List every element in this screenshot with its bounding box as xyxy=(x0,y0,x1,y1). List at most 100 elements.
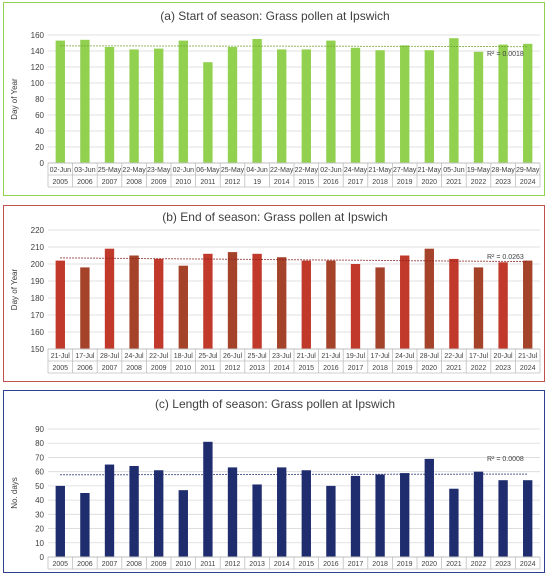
x-year-label: 2008 xyxy=(126,179,142,186)
bar-2023 xyxy=(498,44,508,163)
x-year-label: 2011 xyxy=(200,561,215,568)
x-date-label: 02-Jun xyxy=(173,167,195,174)
x-year-label: 2019 xyxy=(397,365,413,372)
bar-2020 xyxy=(424,248,434,349)
x-year-label: 2014 xyxy=(274,179,290,186)
y-tick-label: 60 xyxy=(35,111,44,120)
y-tick-label: 40 xyxy=(35,127,44,136)
x-date-label: 18-Jul xyxy=(174,353,194,360)
x-year-label: 2017 xyxy=(348,561,364,568)
y-tick-label: 50 xyxy=(35,482,44,491)
bar-2013 xyxy=(252,253,262,349)
x-year-label: 2023 xyxy=(495,365,511,372)
bar-2018 xyxy=(375,474,385,557)
x-date-label: 05-Jun xyxy=(443,167,465,174)
x-year-label: 2017 xyxy=(348,365,364,372)
bar-2005 xyxy=(55,485,65,557)
x-year-label: 2012 xyxy=(225,561,241,568)
x-date-label: 22-May xyxy=(270,167,294,174)
bar-2009 xyxy=(154,48,164,163)
x-year-label: 2018 xyxy=(372,179,388,186)
x-year-label: 2009 xyxy=(151,179,167,186)
x-year-label: 2023 xyxy=(495,561,511,568)
x-date-label: 21-Jul xyxy=(518,353,538,360)
x-year-label: 2024 xyxy=(520,365,536,372)
bar-2010 xyxy=(178,265,188,349)
x-date-label: 06-May xyxy=(196,167,220,174)
x-year-label: 2011 xyxy=(200,179,215,186)
x-year-label: 19 xyxy=(253,179,261,186)
y-tick-label: 210 xyxy=(31,243,45,252)
x-date-label: 17-Jul xyxy=(469,353,489,360)
x-year-label: 2020 xyxy=(422,561,438,568)
bar-2006 xyxy=(80,267,90,349)
y-tick-label: 60 xyxy=(35,468,44,477)
x-year-label: 2007 xyxy=(102,179,118,186)
bar-2016 xyxy=(326,40,336,163)
x-date-label: 26-Jul xyxy=(223,353,243,360)
bar-2007 xyxy=(104,248,115,349)
bar-2006 xyxy=(80,493,90,557)
bar-2021 xyxy=(449,258,459,349)
x-year-label: 2022 xyxy=(471,179,487,186)
x-date-label: 25-Jul xyxy=(248,353,268,360)
x-year-label: 2016 xyxy=(323,365,339,372)
bar-2007 xyxy=(104,464,115,557)
y-tick-label: 70 xyxy=(35,453,44,462)
bar-2011 xyxy=(203,253,213,349)
length-of-season-chart: (c) Length of season: Grass pollen at Ip… xyxy=(3,390,545,573)
x-year-label: 2008 xyxy=(126,561,142,568)
bar-2024 xyxy=(523,260,533,349)
x-year-label: 2021 xyxy=(446,179,462,186)
x-date-label: 22-May xyxy=(295,167,319,174)
x-year-label: 2023 xyxy=(495,179,511,186)
x-year-label: 2019 xyxy=(397,179,413,186)
x-year-label: 2016 xyxy=(323,561,339,568)
bar-2019 xyxy=(400,473,410,557)
bar-2009 xyxy=(154,258,164,349)
x-date-label: 24-Jul xyxy=(395,353,415,360)
y-tick-label: 160 xyxy=(31,31,45,40)
x-date-label: 29-May xyxy=(516,167,540,174)
bar-2020 xyxy=(424,50,434,164)
end-of-season-chart: (b) End of season: Grass pollen at Ipswi… xyxy=(3,205,545,382)
y-tick-label: 20 xyxy=(35,525,44,534)
bar-2008 xyxy=(129,49,139,163)
x-year-label: 2009 xyxy=(151,561,167,568)
y-tick-label: 40 xyxy=(35,496,44,505)
x-year-label: 2024 xyxy=(520,561,536,568)
y-tick-label: 30 xyxy=(35,510,44,519)
x-date-label: 23-Jul xyxy=(272,353,292,360)
bar-2023 xyxy=(498,262,508,349)
x-year-label: 2016 xyxy=(323,179,339,186)
x-date-label: 27-May xyxy=(393,167,417,174)
y-tick-label: 180 xyxy=(31,294,45,303)
bar-19 xyxy=(252,39,262,163)
x-year-label: 2019 xyxy=(397,561,413,568)
y-tick-label: 200 xyxy=(31,260,45,269)
x-year-label: 2006 xyxy=(77,179,93,186)
y-tick-label: 100 xyxy=(31,79,45,88)
end-of-season-plot: (b) End of season: Grass pollen at Ipswi… xyxy=(10,210,541,374)
x-year-label: 2007 xyxy=(102,561,118,568)
length-of-season-plot: (c) Length of season: Grass pollen at Ip… xyxy=(10,397,541,570)
x-date-label: 21-Jul xyxy=(51,353,71,360)
x-date-label: 17-Jul xyxy=(371,353,391,360)
x-year-label: 2017 xyxy=(348,179,364,186)
y-tick-label: 220 xyxy=(31,226,45,235)
x-date-label: 03-Jun xyxy=(74,167,96,174)
x-date-label: 24-Jul xyxy=(125,353,145,360)
y-tick-label: 20 xyxy=(35,143,44,152)
x-year-label: 2014 xyxy=(274,365,290,372)
bar-2010 xyxy=(178,490,188,557)
x-year-label: 2015 xyxy=(299,365,315,372)
x-date-label: 28-Jul xyxy=(420,353,440,360)
x-year-label: 2018 xyxy=(372,561,388,568)
bar-2022 xyxy=(473,471,484,557)
x-year-label: 2005 xyxy=(53,179,69,186)
bar-2014 xyxy=(277,49,287,163)
x-date-label: 20-Jul xyxy=(494,353,514,360)
bar-2010 xyxy=(178,40,188,163)
bar-2018 xyxy=(375,50,385,164)
x-year-label: 2021 xyxy=(446,365,462,372)
